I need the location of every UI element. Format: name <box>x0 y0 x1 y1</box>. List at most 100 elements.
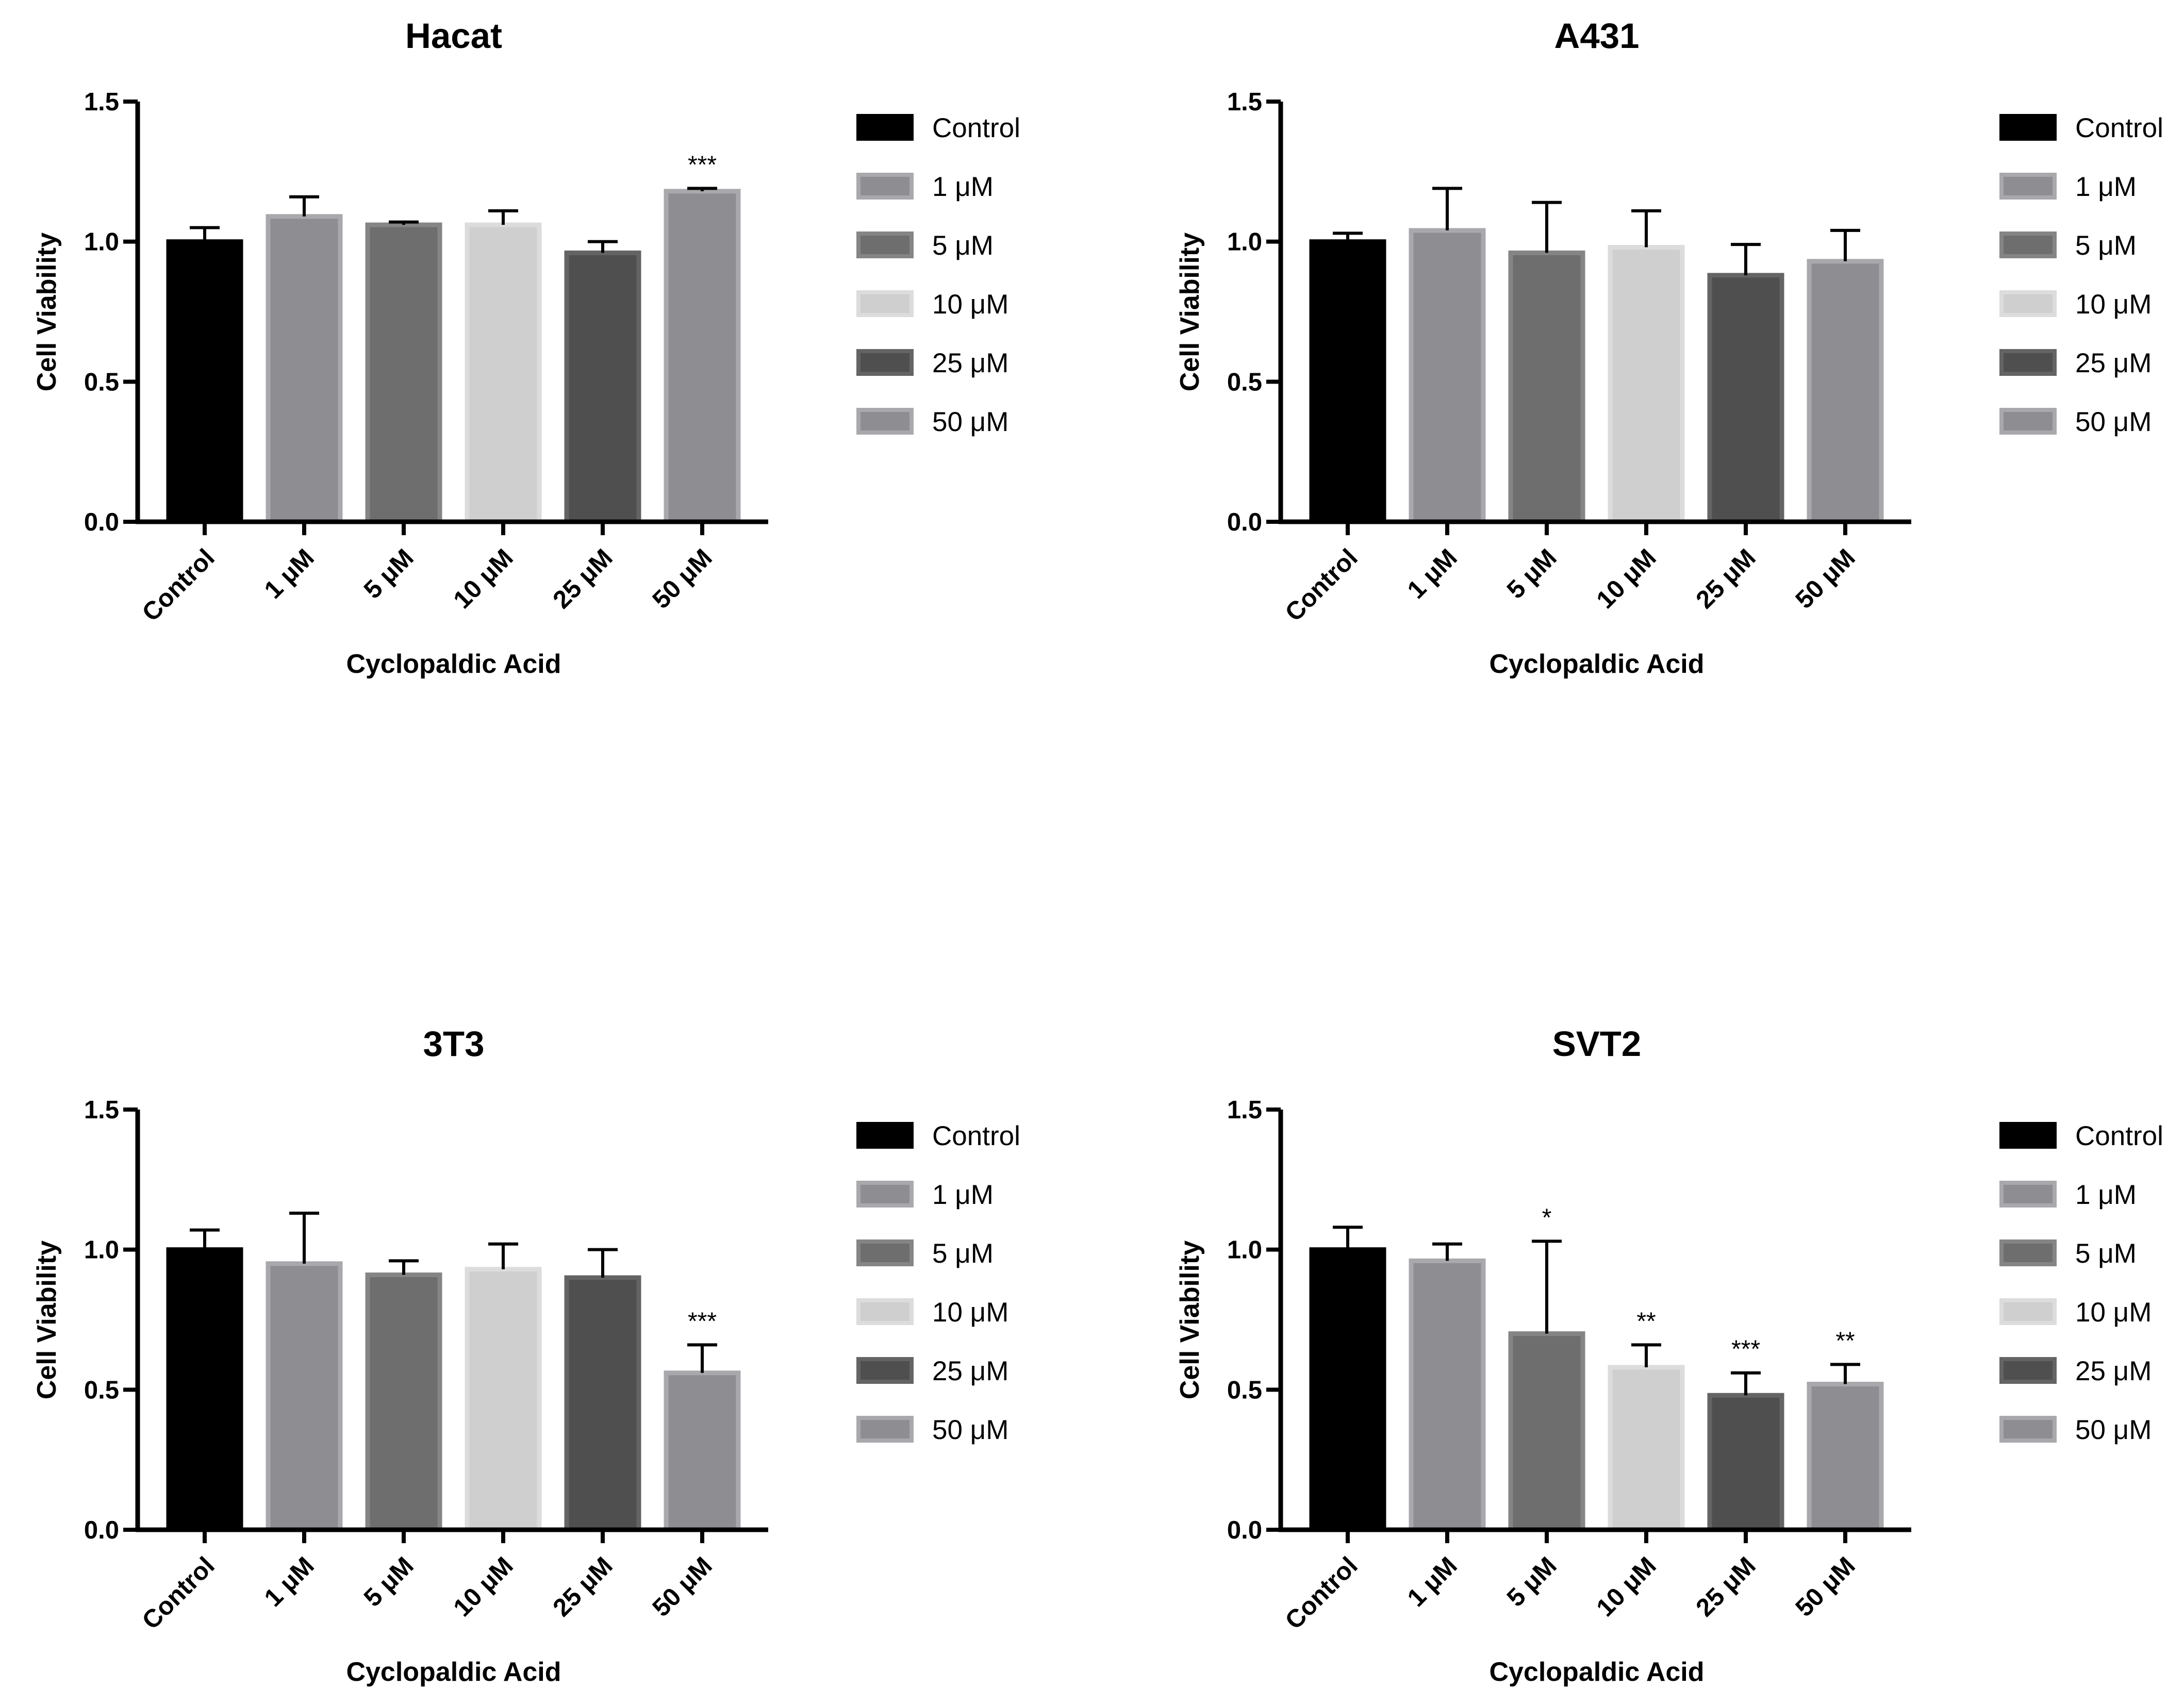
legend-label: 25 μM <box>932 348 1008 378</box>
bar <box>564 250 641 524</box>
legend-swatch <box>1999 1416 2057 1443</box>
x-tick-label: 1 μM <box>1402 544 1463 604</box>
legend-swatch <box>856 114 914 141</box>
legend-label: Control <box>932 113 1020 143</box>
chart-title: Hacat <box>405 16 502 56</box>
y-tick-label: 1.0 <box>84 1236 119 1264</box>
y-axis-label: Cell Viability <box>32 1241 62 1399</box>
x-tick-label: 50 μM <box>647 1552 717 1622</box>
legend-swatch <box>856 1181 914 1208</box>
bar <box>1508 250 1585 524</box>
legend-swatch <box>856 1298 914 1325</box>
x-tick-label: 50 μM <box>1790 544 1860 614</box>
y-tick-label: 1.0 <box>84 228 119 256</box>
bar <box>1309 1247 1386 1532</box>
legend-label: 1 μM <box>932 172 994 202</box>
legend-swatch <box>856 290 914 317</box>
x-axis-label: Cyclopaldic Acid <box>346 649 561 679</box>
significance-label: ** <box>1636 1308 1656 1335</box>
legend-swatch <box>1999 232 2057 258</box>
legend-label: 10 μM <box>932 289 1008 320</box>
significance-label: * <box>1542 1204 1552 1231</box>
x-tick-label: Control <box>1280 1552 1363 1635</box>
x-tick-label: 5 μM <box>359 544 419 604</box>
bar <box>365 222 442 524</box>
y-axis-label: Cell Viability <box>32 233 62 391</box>
chart-title: SVT2 <box>1552 1024 1642 1064</box>
legend-label: 50 μM <box>932 407 1008 437</box>
x-tick-label: 10 μM <box>448 544 518 614</box>
bar <box>1807 1381 1884 1532</box>
legend-swatch <box>1999 1357 2057 1384</box>
significance-label: ** <box>1835 1327 1855 1354</box>
significance-label: *** <box>688 1308 717 1335</box>
x-tick-label: 5 μM <box>1502 1552 1562 1612</box>
x-tick-label: 1 μM <box>259 1552 320 1612</box>
legend-swatch <box>1999 349 2057 376</box>
bar <box>266 1261 343 1532</box>
y-tick-label: 0.0 <box>1227 1516 1262 1544</box>
x-tick-label: 5 μM <box>359 1552 419 1612</box>
bar <box>1608 1365 1685 1532</box>
legend-label: 5 μM <box>2075 1238 2137 1269</box>
bar <box>664 189 741 524</box>
bar <box>465 1267 542 1532</box>
bar <box>1309 239 1386 524</box>
y-tick-label: 0.5 <box>1227 1376 1262 1404</box>
legend-swatch <box>1999 290 2057 317</box>
bar <box>166 239 243 524</box>
bar <box>1707 1393 1784 1532</box>
x-tick-label: Control <box>137 1552 220 1635</box>
x-tick-label: 1 μM <box>1402 1552 1463 1612</box>
chart-title: A431 <box>1554 16 1640 56</box>
legend-swatch <box>856 1357 914 1384</box>
legend-swatch <box>1999 1122 2057 1149</box>
y-tick-label: 0.5 <box>84 1376 119 1404</box>
legend-swatch <box>1999 1298 2057 1325</box>
bar <box>1409 228 1486 524</box>
legend-swatch <box>1999 1181 2057 1208</box>
legend-label: 25 μM <box>2075 1356 2152 1386</box>
legend-swatch <box>856 349 914 376</box>
chart-title: 3T3 <box>423 1024 485 1064</box>
legend-swatch <box>1999 114 2057 141</box>
significance-label: *** <box>688 151 717 178</box>
legend-swatch <box>1999 1239 2057 1266</box>
y-tick-label: 1.5 <box>84 88 119 116</box>
x-axis-label: Cyclopaldic Acid <box>1489 649 1704 679</box>
bar <box>1409 1258 1486 1532</box>
legend-label: 5 μM <box>2075 230 2137 261</box>
y-tick-label: 1.5 <box>84 1096 119 1124</box>
x-tick-label: 25 μM <box>1691 1552 1761 1622</box>
bar <box>664 1370 741 1532</box>
legend-label: 50 μM <box>2075 407 2152 437</box>
x-tick-label: Control <box>1280 544 1363 627</box>
chart-panel-0: Hacat Cell Viability Cyclopaldic Acid Contr… <box>32 16 1020 679</box>
x-tick-label: 25 μM <box>548 544 618 614</box>
legend-label: 25 μM <box>2075 348 2152 378</box>
legend-swatch <box>1999 173 2057 200</box>
bar <box>465 222 542 524</box>
bar <box>166 1247 243 1532</box>
bar <box>266 214 343 524</box>
legend-label: 1 μM <box>932 1180 994 1210</box>
bar <box>564 1275 641 1532</box>
legend-label: 1 μM <box>2075 1180 2137 1210</box>
y-tick-label: 0.5 <box>84 368 119 396</box>
bar <box>365 1272 442 1532</box>
legend-swatch <box>856 232 914 258</box>
y-tick-label: 1.0 <box>1227 228 1262 256</box>
legend-swatch <box>1999 408 2057 435</box>
legend-label: Control <box>2075 113 2163 143</box>
legend-label: 25 μM <box>932 1356 1008 1386</box>
x-tick-label: 10 μM <box>1591 1552 1661 1622</box>
y-tick-label: 0.0 <box>84 1516 119 1544</box>
legend-label: 1 μM <box>2075 172 2137 202</box>
legend-swatch <box>856 1122 914 1149</box>
legend-label: 10 μM <box>2075 1297 2152 1328</box>
x-tick-label: 10 μM <box>1591 544 1661 614</box>
legend-swatch <box>856 173 914 200</box>
legend-label: 10 μM <box>2075 289 2152 320</box>
x-axis-label: Cyclopaldic Acid <box>1489 1657 1704 1687</box>
